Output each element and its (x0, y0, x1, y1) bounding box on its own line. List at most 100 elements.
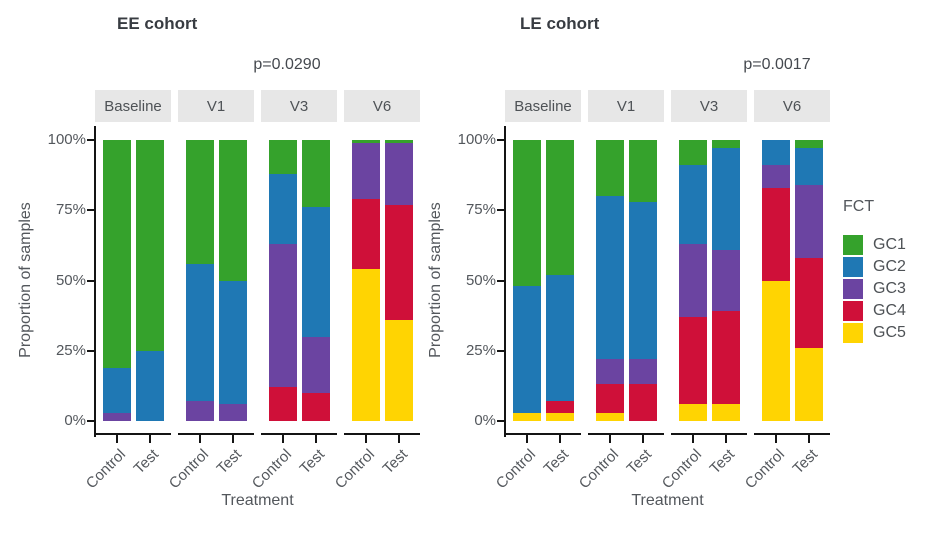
bar-segment-gc4 (351, 199, 380, 270)
legend-label: GC3 (873, 280, 906, 297)
bar-segment-gc5 (794, 347, 823, 421)
bar-segment-gc2 (135, 350, 164, 421)
bar-segment-gc2 (102, 367, 131, 413)
y-tick-mark (87, 420, 94, 422)
y-tick-label: 75% (55, 201, 86, 219)
legend-swatch-gc3 (843, 279, 863, 299)
bar-segment-gc5 (711, 404, 740, 421)
legend-label: GC1 (873, 236, 906, 253)
facet-panel-baseline (505, 126, 581, 435)
p-value-annotation-le: p=0.0017 (743, 56, 811, 73)
bar-segment-gc3 (301, 336, 330, 393)
panel-title-ee: EE cohort (117, 14, 198, 33)
bar-segment-gc1 (595, 140, 624, 197)
bar-segment-gc4 (268, 387, 297, 421)
bar-segment-gc3 (185, 401, 214, 421)
y-axis-line (94, 126, 96, 437)
bar-segment-gc1 (185, 140, 214, 264)
y-tick-mark (497, 139, 504, 141)
bar-segment-gc1 (268, 140, 297, 174)
bar-segment-gc4 (595, 384, 624, 413)
y-tick-mark (87, 209, 94, 212)
bar-segment-gc1 (711, 140, 740, 149)
y-axis-line (504, 126, 506, 437)
bar-segment-gc1 (628, 140, 657, 202)
y-tick-label: 75% (465, 201, 496, 219)
bar-segment-gc3 (218, 404, 247, 421)
stacked-bar-control (678, 140, 707, 421)
y-tick-mark (87, 139, 94, 141)
legend-swatch-gc2 (843, 257, 863, 277)
bar-segment-gc2 (545, 274, 574, 402)
x-tick-mark (198, 435, 201, 443)
facet-panel-v6 (754, 126, 830, 435)
legend-title: FCT (843, 198, 875, 215)
bar-segment-gc5 (512, 412, 541, 421)
facet-strip-v3: V3 (261, 90, 337, 122)
facet-panel-v1 (178, 126, 254, 435)
legend: FCT GC1 GC2 GC3 GC4 GC5 (843, 198, 906, 344)
stacked-bar-control (595, 140, 624, 421)
bar-segment-gc5 (761, 280, 790, 421)
bar-segment-gc4 (545, 401, 574, 413)
y-tick-mark (497, 279, 504, 282)
bar-segment-gc4 (711, 311, 740, 405)
x-tick-mark (558, 435, 561, 443)
bar-segment-gc1 (384, 140, 413, 143)
x-tick-mark (397, 435, 400, 443)
bar-segment-gc4 (794, 258, 823, 348)
bar-segment-gc3 (595, 359, 624, 385)
facet-strip-baseline: Baseline (505, 90, 581, 122)
stacked-bar-test (135, 140, 164, 421)
x-tick-mark (724, 435, 727, 443)
bar-segment-gc3 (794, 185, 823, 259)
legend-entry-gc1: GC1 (843, 234, 906, 256)
facet-strip-v1: V1 (178, 90, 254, 122)
facet-strip-v6: V6 (754, 90, 830, 122)
bar-segment-gc2 (218, 280, 247, 405)
panel-title-le: LE cohort (520, 14, 600, 33)
bar-segment-gc1 (218, 140, 247, 281)
x-axis-title: Treatment (221, 492, 294, 509)
bar-segment-gc3 (711, 249, 740, 312)
y-tick-mark (87, 279, 94, 282)
x-tick-mark (641, 435, 644, 443)
bar-segment-gc3 (761, 165, 790, 188)
x-tick-mark (281, 435, 284, 443)
x-tick-mark (525, 435, 528, 443)
bars-wrap (505, 140, 581, 421)
bars-wrap (754, 140, 830, 421)
bar-segment-gc2 (595, 196, 624, 360)
stacked-bar-control (512, 140, 541, 421)
bar-segment-gc3 (268, 243, 297, 388)
stacked-bar-test (218, 140, 247, 421)
bar-segment-gc2 (512, 286, 541, 413)
stacked-bar-test (628, 140, 657, 421)
bar-segment-gc3 (678, 243, 707, 318)
bar-segment-gc5 (678, 404, 707, 421)
x-tick-mark (774, 435, 777, 443)
x-tick-mark (807, 435, 810, 443)
bar-segment-gc4 (678, 317, 707, 405)
bars-wrap (671, 140, 747, 421)
bar-segment-gc1 (102, 140, 131, 368)
stacked-bar-control (185, 140, 214, 421)
y-tick-label: 50% (55, 271, 86, 289)
x-tick-mark (364, 435, 367, 443)
facet-strip-v3: V3 (671, 90, 747, 122)
bar-segment-gc1 (678, 140, 707, 166)
stacked-bar-control (351, 140, 380, 421)
bar-segment-gc1 (794, 140, 823, 149)
stacked-bar-test (794, 140, 823, 421)
y-tick-mark (497, 420, 504, 422)
bar-segment-gc2 (761, 140, 790, 166)
y-axis-label: Proportion of samples (17, 202, 34, 358)
bar-segment-gc3 (102, 412, 131, 421)
legend-entry-gc5: GC5 (843, 322, 906, 344)
bars-wrap (588, 140, 664, 421)
legend-label: GC5 (873, 324, 906, 341)
stacked-bar-test (384, 140, 413, 421)
x-tick-mark (148, 435, 151, 443)
y-tick-mark (497, 349, 504, 352)
